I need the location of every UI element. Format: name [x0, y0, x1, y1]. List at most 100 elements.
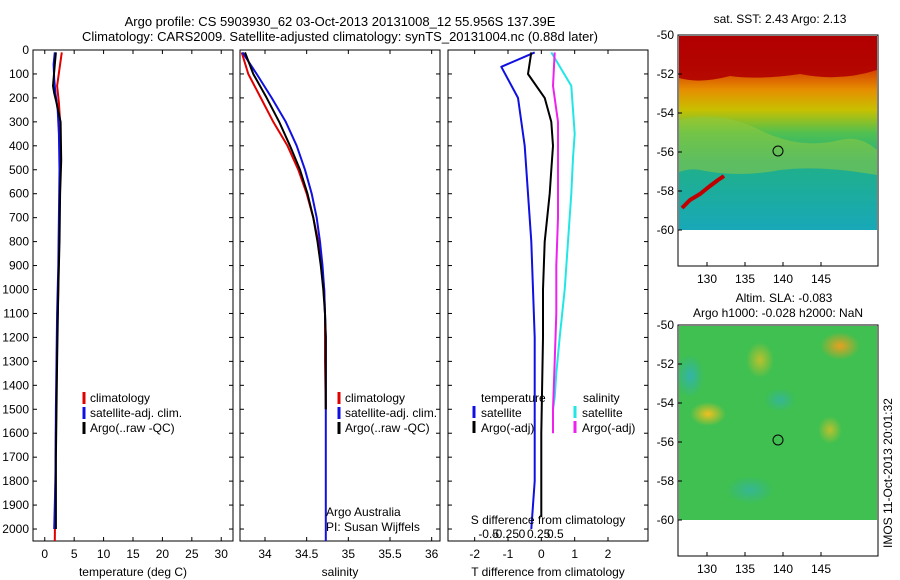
legend-label-climatology: climatology: [90, 391, 150, 405]
depth-axis: 0 100 200 300 400 500 600 700 800 900 1000 1100 1200…: [2, 43, 233, 536]
x-tick-label: 35.5: [378, 547, 402, 561]
s-diff-tick-label: -0.25: [492, 527, 520, 541]
legend-label-s-argo: Argo(-adj): [582, 421, 635, 435]
difference-axes-frame: [447, 49, 649, 542]
figure-title-line2: Climatology: CARS2009. Satellite-adjuste…: [82, 29, 598, 44]
lat-tick-label: -60: [657, 223, 675, 237]
sla-high-anomaly: [818, 416, 842, 444]
lat-tick-label: -60: [657, 513, 675, 527]
x-tick-label: 20: [156, 547, 170, 561]
depth-tick-label: 1400: [2, 378, 29, 392]
lat-tick-label: -58: [657, 184, 675, 198]
difference-x-axis: -2 -1 0 1 2-0.5-0.25 0 0.250.5: [469, 50, 612, 561]
s-diff-tick-label: 0.5: [547, 527, 564, 541]
sla-high-anomaly: [746, 342, 774, 378]
temperature-difference-axis-label: T difference from climatology: [471, 565, 625, 579]
series-line: [500, 51, 536, 530]
imos-timestamp: IMOS 11-Oct-2013 20:01:32: [881, 398, 895, 548]
temperature-x-axis: 0 5 10 15 20 25 30: [41, 50, 228, 561]
x-tick-label: -1: [503, 547, 514, 561]
depth-tick-label: 100: [9, 67, 29, 81]
x-tick-label: 36: [425, 547, 439, 561]
lon-tick-label: 145: [811, 562, 831, 576]
x-tick-label: 0: [41, 547, 48, 561]
lat-tick-label: -58: [657, 474, 675, 488]
x-tick-label: 15: [126, 547, 140, 561]
series-line: [527, 52, 554, 517]
salinity-legend: climatology satellite-adj. clim. Argo(..…: [337, 391, 437, 435]
legend-label-argo: Argo(..raw -QC): [90, 421, 175, 435]
depth-tick-label: 2000: [2, 522, 29, 536]
salinity-x-axis: 34 34.5 35 35.5 36: [258, 50, 439, 561]
depth-tick-label: 500: [9, 163, 29, 177]
legend-label-satellite: satellite-adj. clim.: [345, 406, 437, 420]
x-tick-label: 34: [258, 547, 272, 561]
x-tick-label: 35: [342, 547, 356, 561]
temperature-axis-label: temperature (deg C): [79, 565, 187, 579]
legend-header-temperature: temperature: [481, 391, 546, 405]
sla-argo-position-marker: [772, 434, 784, 446]
difference-legend: temperature salinity satellite Argo(-adj…: [472, 391, 635, 435]
lon-tick-label: 140: [773, 562, 793, 576]
temperature-lines: [52, 52, 63, 542]
s-diff-tick-label: 0: [519, 527, 526, 541]
lat-tick-label: -56: [657, 435, 675, 449]
depth-tick-label: 200: [9, 91, 29, 105]
x-tick-label: 0: [538, 547, 545, 561]
lon-tick-label: 135: [735, 562, 755, 576]
legend-label-t-satellite: satellite: [481, 406, 522, 420]
lon-tick-label: 140: [773, 272, 793, 286]
sla-low-anomaly: [764, 388, 796, 412]
lon-tick-label: 135: [735, 272, 755, 286]
depth-tick-label: 400: [9, 139, 29, 153]
series-line: [550, 51, 576, 410]
x-tick-label: 1: [571, 547, 578, 561]
x-tick-label: 5: [71, 547, 78, 561]
legend-header-salinity: salinity: [583, 391, 620, 405]
lat-tick-label: -50: [657, 28, 675, 42]
salinity-difference-axis-label: S difference from climatology: [471, 513, 626, 527]
depth-tick-label: 1300: [2, 354, 29, 368]
depth-tick-label: 300: [9, 115, 29, 129]
sst-map-axes: -50 -52 -54 -56 -58 -60 130 135 140 145: [657, 28, 832, 286]
sla-map-title: Altim. SLA: -0.083: [736, 291, 833, 305]
x-tick-label: -2: [469, 547, 480, 561]
depth-tick-label: 1500: [2, 402, 29, 416]
legend-label-climatology: climatology: [345, 391, 405, 405]
legend-label-t-argo: Argo(-adj): [481, 421, 534, 435]
depth-tick-label: 1100: [3, 306, 29, 320]
depth-tick-label: 1600: [2, 426, 29, 440]
float-pi-annotation: PI: Susan Wijffels: [326, 520, 420, 534]
legend-label-s-satellite: satellite: [582, 406, 623, 420]
temperature-legend: climatology satellite-adj. clim. Argo(..…: [82, 391, 182, 435]
x-tick-label: 25: [185, 547, 199, 561]
lat-tick-label: -54: [657, 396, 675, 410]
depth-tick-label: 0: [22, 43, 29, 57]
lat-tick-label: -52: [657, 67, 675, 81]
figure-title-line1: Argo profile: CS 5903930_62 03-Oct-2013 …: [124, 14, 556, 29]
sst-argo-position-marker: [772, 145, 784, 157]
x-tick-label: 10: [97, 547, 111, 561]
sla-map-subtitle: Argo h1000: -0.028 h2000: NaN: [693, 306, 863, 320]
sla-high-anomaly: [820, 332, 860, 360]
sla-high-anomaly: [690, 402, 726, 426]
depth-tick-label: 700: [9, 211, 29, 225]
sst-warm-streak: [680, 174, 726, 210]
depth-tick-label: 1700: [2, 450, 29, 464]
sla-low-anomaly: [676, 354, 704, 398]
s-diff-tick-label: -0.5: [478, 527, 499, 541]
lon-tick-label: 145: [811, 272, 831, 286]
depth-tick-label: 800: [9, 235, 29, 249]
salinity-y-ticks: [240, 49, 440, 530]
depth-tick-label: 1000: [2, 283, 29, 297]
sst-map-title: sat. SST: 2.43 Argo: 2.13: [714, 12, 847, 26]
temperature-axes-frame: [32, 49, 234, 542]
lon-tick-label: 130: [697, 272, 717, 286]
lat-tick-label: -50: [657, 318, 675, 332]
x-tick-label: 34.5: [295, 547, 319, 561]
depth-tick-label: 600: [9, 187, 29, 201]
difference-lines: [500, 51, 576, 530]
lat-tick-label: -54: [657, 106, 675, 120]
depth-tick-label: 1800: [2, 474, 29, 488]
difference-panel: -2 -1 0 1 2-0.5-0.25 0 0.250.5 S difference fr…: [447, 49, 649, 579]
